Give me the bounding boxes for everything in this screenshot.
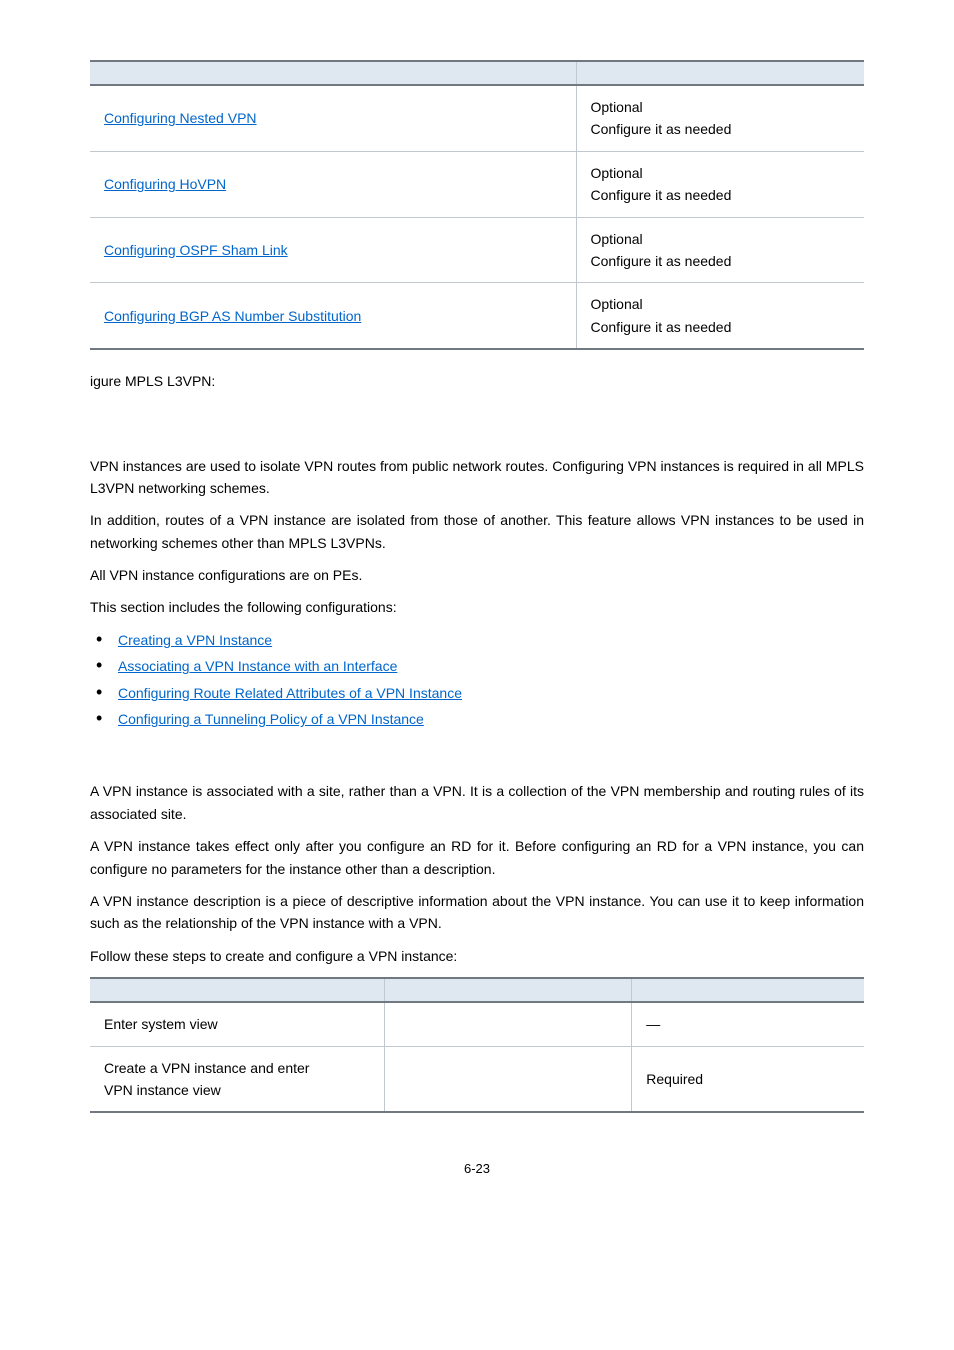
cell-text: Required: [632, 1046, 864, 1112]
cell-text: [384, 1002, 632, 1046]
paragraph-igure: igure MPLS L3VPN:: [90, 370, 864, 392]
cell-text: Enter system view: [90, 1002, 384, 1046]
link-bgp-as[interactable]: Configuring BGP AS Number Substitution: [104, 308, 361, 324]
paragraph: Follow these steps to create and configu…: [90, 945, 864, 967]
link-ospf-sham[interactable]: Configuring OSPF Sham Link: [104, 242, 288, 258]
cell-text: Optional: [591, 96, 851, 118]
paragraph: This section includes the following conf…: [90, 596, 864, 618]
table-row: Create a VPN instance and enter VPN inst…: [90, 1046, 864, 1112]
cell-text: Configure it as needed: [591, 250, 851, 272]
cell-text: [384, 1046, 632, 1112]
steps-col3-header: [632, 978, 864, 1002]
list-item: Associating a VPN Instance with an Inter…: [90, 655, 864, 677]
table-row: Enter system view —: [90, 1002, 864, 1046]
table-row: Configuring BGP AS Number Substitution O…: [90, 283, 864, 349]
paragraph: A VPN instance is associated with a site…: [90, 780, 864, 825]
task-col1-header: [90, 61, 576, 85]
list-item: Configuring Route Related Attributes of …: [90, 682, 864, 704]
cell-text: Configure it as needed: [591, 184, 851, 206]
table-row: Configuring OSPF Sham Link Optional Conf…: [90, 217, 864, 283]
link-hovpn[interactable]: Configuring HoVPN: [104, 176, 226, 192]
cell-text: —: [632, 1002, 864, 1046]
task-col2-header: [576, 61, 864, 85]
steps-col1-header: [90, 978, 384, 1002]
list-item: Configuring a Tunneling Policy of a VPN …: [90, 708, 864, 730]
steps-table: Enter system view — Create a VPN instanc…: [90, 977, 864, 1113]
list-item: Creating a VPN Instance: [90, 629, 864, 651]
cell-text: Optional: [591, 228, 851, 250]
cell-text: Optional: [591, 293, 851, 315]
paragraph: VPN instances are used to isolate VPN ro…: [90, 455, 864, 500]
link-creating-vpn[interactable]: Creating a VPN Instance: [118, 632, 272, 648]
cell-text: Optional: [591, 162, 851, 184]
paragraph: A VPN instance takes effect only after y…: [90, 835, 864, 880]
task-table: Configuring Nested VPN Optional Configur…: [90, 60, 864, 350]
table-row: Configuring Nested VPN Optional Configur…: [90, 85, 864, 151]
cell-text: Create a VPN instance and enter: [104, 1057, 370, 1079]
link-assoc-vpn[interactable]: Associating a VPN Instance with an Inter…: [118, 658, 397, 674]
page-number: 6-23: [90, 1159, 864, 1180]
link-route-attr[interactable]: Configuring Route Related Attributes of …: [118, 685, 462, 701]
link-tunnel-policy[interactable]: Configuring a Tunneling Policy of a VPN …: [118, 711, 424, 727]
paragraph: In addition, routes of a VPN instance ar…: [90, 509, 864, 554]
paragraph: All VPN instance configurations are on P…: [90, 564, 864, 586]
link-nested-vpn[interactable]: Configuring Nested VPN: [104, 110, 257, 126]
steps-col2-header: [384, 978, 632, 1002]
table-row: Configuring HoVPN Optional Configure it …: [90, 151, 864, 217]
cell-text: Configure it as needed: [591, 316, 851, 338]
paragraph: A VPN instance description is a piece of…: [90, 890, 864, 935]
cell-text: VPN instance view: [104, 1079, 370, 1101]
bullet-list: Creating a VPN Instance Associating a VP…: [90, 629, 864, 731]
cell-text: Configure it as needed: [591, 118, 851, 140]
